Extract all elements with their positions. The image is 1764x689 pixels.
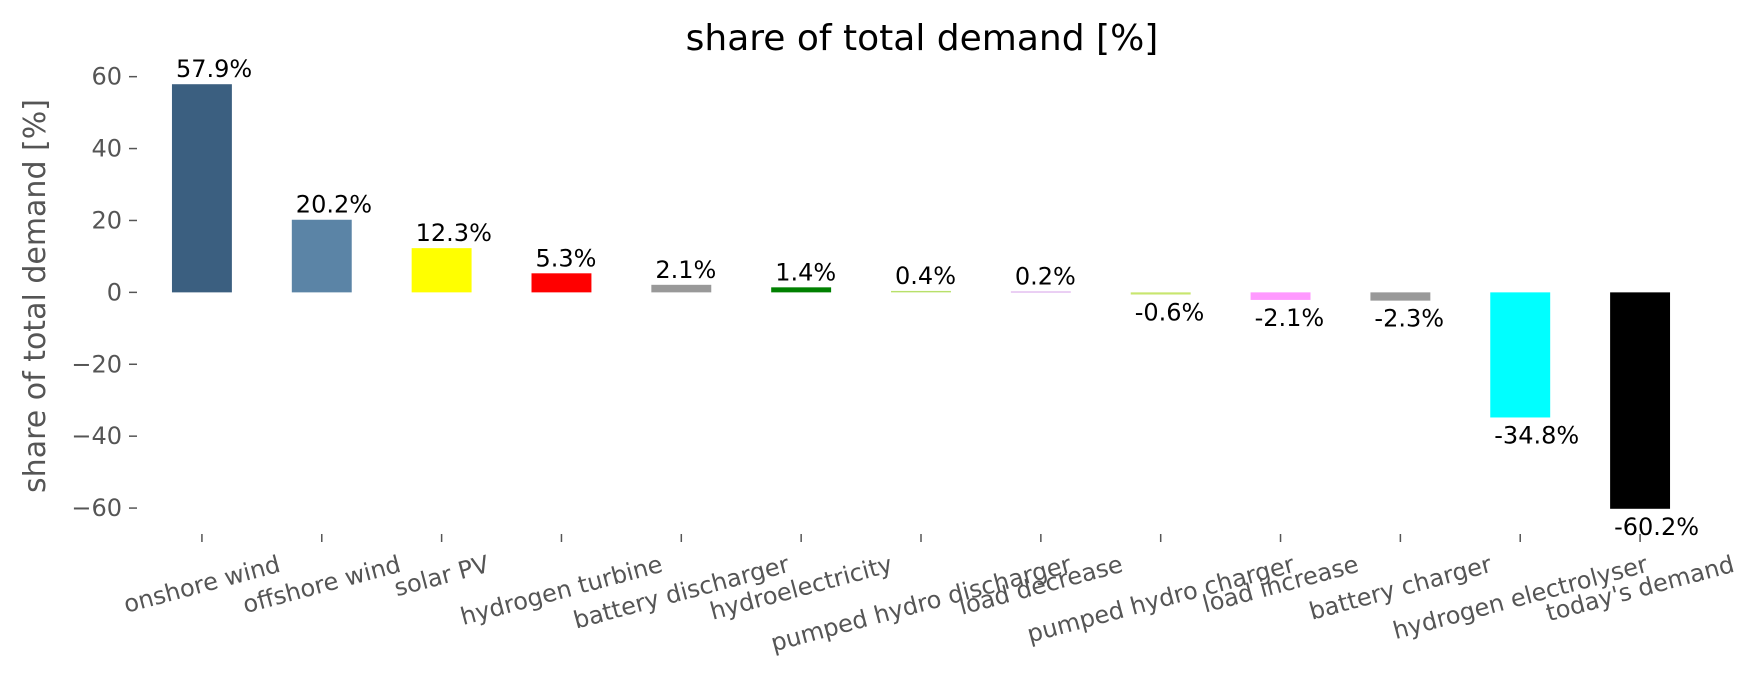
y-tick-label: 0 <box>107 278 122 306</box>
bar <box>1370 292 1431 301</box>
y-tick-label: −40 <box>71 422 122 450</box>
bar <box>1610 292 1671 509</box>
value-label: 2.1% <box>655 256 716 284</box>
value-label: 5.3% <box>536 244 597 272</box>
value-label: -60.2% <box>1614 513 1699 541</box>
value-label: 20.2% <box>296 191 372 219</box>
y-tick-label: 60 <box>91 63 122 91</box>
bar <box>891 290 951 293</box>
value-label: -0.6% <box>1135 299 1205 327</box>
bar <box>291 219 352 293</box>
value-label: 57.9% <box>176 55 252 83</box>
value-label: -34.8% <box>1494 421 1579 449</box>
bar <box>411 248 472 293</box>
y-axis-label: share of total demand [%] <box>18 99 53 493</box>
y-tick-label: 40 <box>91 135 122 163</box>
chart-title: share of total demand [%] <box>686 18 1159 59</box>
bar <box>1490 292 1551 418</box>
bar <box>1130 292 1191 295</box>
bar <box>531 273 592 293</box>
y-tick-label: −20 <box>71 350 122 378</box>
y-tick-label: 20 <box>91 206 122 234</box>
value-label: -2.1% <box>1255 304 1325 332</box>
bar <box>171 84 232 293</box>
value-label: 12.3% <box>416 219 492 247</box>
bar <box>1250 292 1311 300</box>
bar <box>651 284 712 293</box>
value-label: -2.3% <box>1374 305 1444 333</box>
x-tick-label: solar PV <box>391 550 492 602</box>
value-label: 0.2% <box>1015 263 1076 291</box>
y-tick-label: −60 <box>71 494 122 522</box>
value-label: 1.4% <box>775 258 836 286</box>
bar <box>1010 291 1071 293</box>
bar <box>771 287 832 293</box>
value-label: 0.4% <box>895 262 956 290</box>
